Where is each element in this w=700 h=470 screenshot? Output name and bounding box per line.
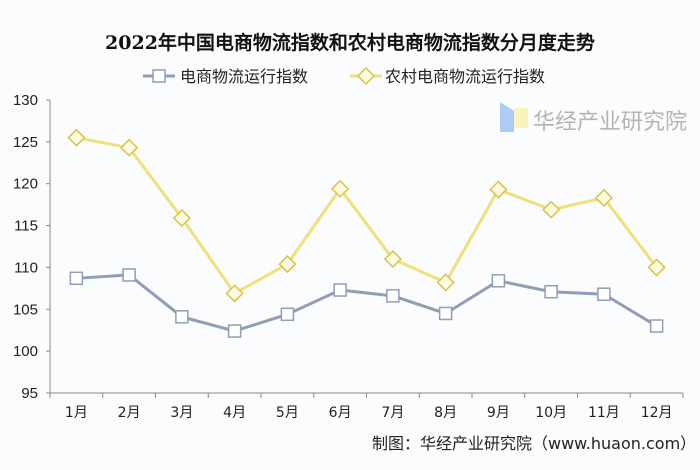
data-point	[647, 258, 666, 277]
data-point	[597, 287, 611, 301]
source-note: 制图：华经产业研究院（www.huaon.com）	[372, 434, 697, 453]
data-point	[491, 274, 506, 288]
x-tick-label: 7月	[381, 405, 404, 421]
data-point	[122, 268, 136, 282]
y-tick-label: 120	[13, 176, 38, 193]
y-tick-label: 105	[13, 301, 38, 318]
x-tick-label: 5月	[276, 405, 299, 421]
x-tick-label: 3月	[170, 405, 193, 421]
y-tick-label: 115	[14, 218, 38, 235]
watermark: 华经产业研究院	[533, 110, 688, 135]
data-point	[175, 310, 189, 324]
chart-title: 2022年中国电商物流指数和农村电商物流指数分月度走势	[105, 32, 595, 54]
data-point	[542, 200, 561, 219]
data-point	[227, 324, 242, 338]
y-tick-label: 95	[21, 385, 38, 402]
series-line-1	[76, 273, 658, 333]
y-tick-label: 130	[13, 92, 38, 109]
x-tick-label: 1月	[65, 405, 88, 421]
data-point	[544, 284, 558, 299]
data-point	[280, 307, 295, 322]
x-tick-label: 11月	[588, 405, 620, 421]
x-tick-label: 6月	[329, 405, 352, 421]
data-point	[69, 271, 84, 286]
data-point	[438, 306, 453, 321]
y-tick-label: 100	[13, 343, 38, 360]
data-point	[489, 180, 508, 199]
watermark-logo	[500, 102, 514, 132]
legend-marker	[152, 69, 166, 83]
legend-label: 电商物流运行指数	[180, 67, 308, 86]
data-point	[333, 283, 347, 297]
data-point	[225, 284, 244, 303]
data-point	[331, 179, 350, 198]
data-point	[278, 255, 297, 274]
y-tick-label: 110	[14, 259, 38, 276]
series-line-2	[76, 136, 658, 296]
x-tick-label: 9月	[487, 405, 510, 421]
data-point	[594, 188, 613, 208]
data-point	[120, 138, 139, 157]
x-tick-label: 8月	[434, 405, 457, 421]
x-tick-label: 2月	[118, 405, 141, 421]
legend-label: 农村电商物流运行指数	[385, 67, 545, 86]
x-tick-label: 12月	[641, 405, 673, 421]
watermark-logo-accent	[514, 108, 528, 128]
data-point	[383, 249, 402, 269]
data-point	[436, 273, 455, 292]
data-point	[649, 319, 664, 333]
data-point	[172, 208, 191, 228]
legend-marker	[356, 66, 376, 86]
y-tick-label: 125	[13, 134, 38, 151]
x-tick-label: 10月	[535, 405, 567, 421]
x-tick-label: 4月	[223, 405, 246, 421]
data-point	[386, 289, 400, 303]
data-point	[67, 128, 86, 147]
